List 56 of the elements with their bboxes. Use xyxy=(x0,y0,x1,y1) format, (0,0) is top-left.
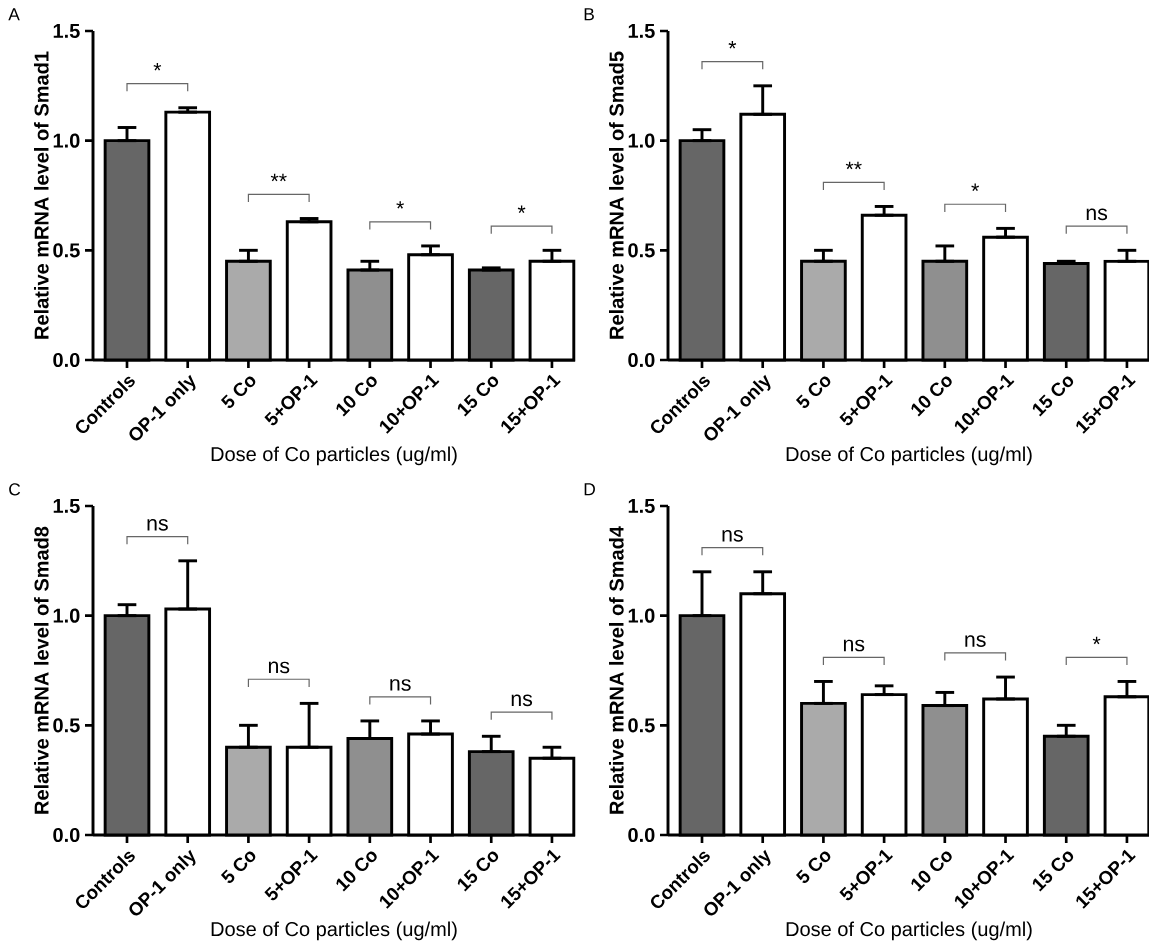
annotation: ns xyxy=(147,519,168,531)
annotation: * xyxy=(971,183,979,192)
x-axis-title: Dose of Co particles (ug/ml) xyxy=(211,446,457,466)
y-tick-label: 1.0 xyxy=(628,608,655,623)
y-tick-label: 0.0 xyxy=(53,352,80,368)
y-tick-label: 0.5 xyxy=(53,243,80,258)
y-tick-label: 0.0 xyxy=(53,827,80,843)
chart-title: A xyxy=(8,8,20,21)
y-axis-title: Relative mRNA level of Smad5 xyxy=(608,51,624,339)
y-tick-label: 1.0 xyxy=(53,608,80,623)
y-axis-title: Relative mRNA level of Smad1 xyxy=(33,51,49,339)
x-tick-label: 10 Co xyxy=(911,376,952,417)
y-tick-label: 1.0 xyxy=(628,133,655,148)
y-axis-title: Relative mRNA level of Smad8 xyxy=(33,526,49,814)
chart-title: C xyxy=(9,483,21,496)
x-tick-label: 5 Co xyxy=(220,851,256,884)
annotation: * xyxy=(396,201,404,209)
y-tick-label: 1.5 xyxy=(628,499,655,513)
y-tick-label: 1.5 xyxy=(53,499,80,513)
annotation: ** xyxy=(845,161,862,170)
x-tick-label: 10 Co xyxy=(336,851,377,892)
annotation: * xyxy=(153,62,162,71)
y-tick-label: 0.5 xyxy=(628,718,655,733)
annotation: * xyxy=(1092,636,1101,645)
chart-title: B xyxy=(584,8,594,21)
annotation: ns xyxy=(965,635,986,647)
x-axis-title: Dose of Co particles (ug/ml) xyxy=(786,921,1032,941)
x-axis-title: Dose of Co particles (ug/ml) xyxy=(786,446,1032,466)
y-tick-label: 0.5 xyxy=(53,718,80,733)
x-tick-label: 15 Co xyxy=(1032,851,1074,892)
x-tick-label: 15 Co xyxy=(457,376,499,417)
y-tick-label: 1.5 xyxy=(53,24,80,38)
y-axis-title: Relative mRNA level of Smad4 xyxy=(608,526,624,814)
x-tick-label: 15 Co xyxy=(1032,376,1074,417)
annotation: ns xyxy=(511,694,533,707)
annotation: ns xyxy=(1086,208,1108,221)
annotation: * xyxy=(728,41,737,49)
annotation: ns xyxy=(722,529,743,542)
annotation: ns xyxy=(268,661,290,674)
annotation: ns xyxy=(843,639,865,652)
x-tick-label: 10 Co xyxy=(911,851,952,892)
y-tick-label: 0.0 xyxy=(628,352,655,368)
y-tick-label: 0.5 xyxy=(628,243,655,258)
chart-title: D xyxy=(584,483,595,496)
x-tick-label: 5 Co xyxy=(795,851,831,884)
y-tick-label: 0.0 xyxy=(628,827,655,843)
x-tick-label: 5 Co xyxy=(220,376,256,409)
y-tick-label: 1.0 xyxy=(53,133,80,148)
annotation: ns xyxy=(390,679,411,691)
x-tick-label: 5 Co xyxy=(795,376,831,409)
annotation: ** xyxy=(270,173,287,182)
x-tick-label: 10 Co xyxy=(336,376,377,417)
y-tick-label: 1.5 xyxy=(628,24,655,38)
annotation: * xyxy=(517,205,526,214)
x-axis-title: Dose of Co particles (ug/ml) xyxy=(211,921,457,941)
x-tick-label: 15 Co xyxy=(457,851,499,892)
